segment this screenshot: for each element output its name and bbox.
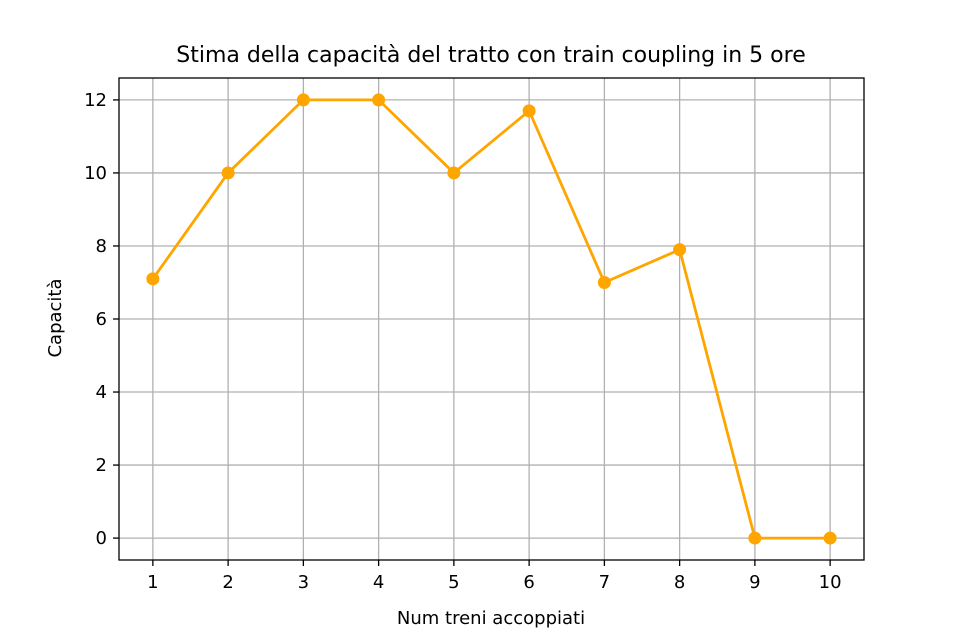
series-line (151, 98, 831, 540)
y-tick-label: 12 (84, 90, 107, 111)
grid-lines (119, 78, 864, 560)
data-point (748, 531, 762, 545)
x-tick-label: 4 (373, 572, 384, 593)
x-tick-label: 7 (599, 572, 610, 593)
data-point (146, 272, 160, 286)
data-point (221, 166, 235, 180)
x-axis-ticks: 1 2 3 4 5 6 7 8 9 10 (147, 560, 842, 593)
data-point (296, 93, 310, 107)
y-axis-label: Capacità (45, 278, 66, 357)
y-tick-label: 4 (96, 382, 107, 403)
y-tick-label: 2 (96, 455, 107, 476)
x-tick-label: 1 (147, 572, 158, 593)
y-tick-label: 10 (84, 163, 107, 184)
x-axis-label: Num treni accoppiati (397, 608, 585, 629)
y-tick-label: 0 (96, 528, 107, 549)
x-tick-label: 10 (819, 572, 842, 593)
x-tick-label: 3 (298, 572, 309, 593)
data-point (597, 275, 611, 289)
y-tick-label: 8 (96, 236, 107, 257)
series-layer (146, 93, 837, 545)
x-tick-label: 9 (749, 572, 760, 593)
y-tick-label: 6 (96, 309, 107, 330)
data-point (823, 531, 837, 545)
y-axis-ticks: 0 2 4 6 8 10 12 (84, 90, 119, 549)
data-point (522, 104, 536, 118)
x-tick-label: 8 (674, 572, 685, 593)
data-point (673, 243, 687, 257)
data-point (372, 93, 386, 107)
x-tick-label: 2 (222, 572, 233, 593)
chart-title: Stima della capacità del tratto con trai… (176, 43, 805, 68)
data-point (447, 166, 461, 180)
x-tick-label: 5 (448, 572, 459, 593)
x-tick-label: 6 (523, 572, 534, 593)
